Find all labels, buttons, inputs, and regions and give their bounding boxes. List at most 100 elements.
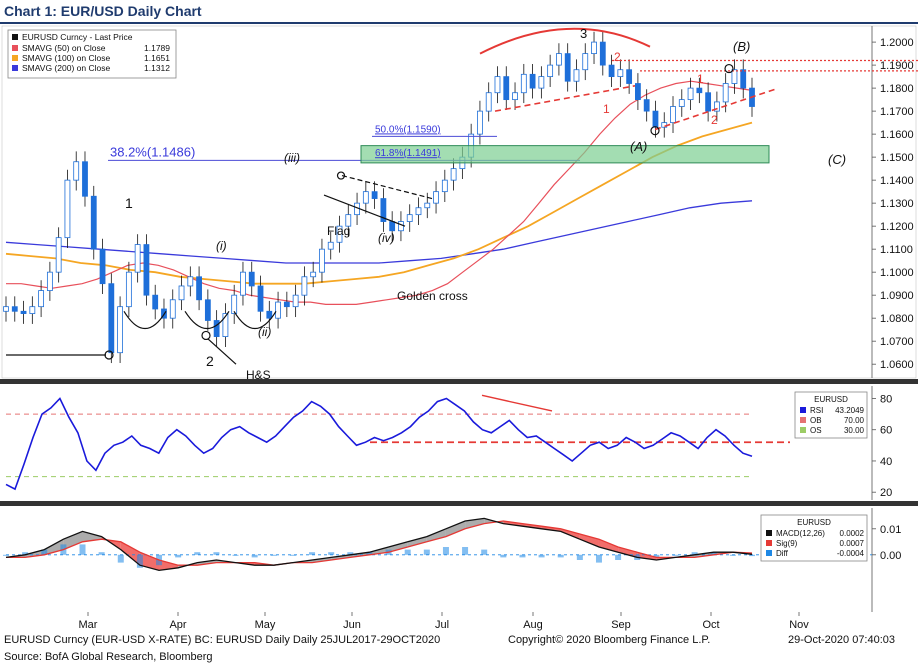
candle-body <box>617 69 624 78</box>
macd-legend-value: -0.0004 <box>837 549 865 558</box>
macd-legend-title: EURUSD <box>797 518 831 527</box>
rsi-legend-swatch <box>800 417 806 423</box>
macd-fill <box>579 534 599 547</box>
candle-body <box>152 294 159 310</box>
x-tick-label: Aug <box>523 619 543 631</box>
rsi-line <box>5 397 753 491</box>
macd-legend-swatch <box>766 540 772 546</box>
macd-histogram-bar <box>404 549 411 555</box>
candle-body <box>494 76 501 94</box>
x-tick-label: Nov <box>789 619 809 631</box>
macd-histogram-bar <box>653 554 660 558</box>
candle-body <box>240 271 246 296</box>
a-marker <box>650 126 660 136</box>
macd-fill <box>598 539 619 553</box>
candle-body <box>20 310 27 314</box>
candle-body <box>512 92 518 101</box>
rsi-legend-swatch <box>800 407 806 413</box>
macd-histogram-bar <box>79 544 86 555</box>
macd-histogram-bar <box>423 549 430 555</box>
price-annotation: 2 <box>711 113 718 127</box>
macd-legend-value: 0.0007 <box>840 539 865 548</box>
footer-copyright: Copyright© 2020 Bloomberg Finance L.P. <box>508 634 711 646</box>
price-legend-label: SMAVG (50) on Close <box>22 43 106 53</box>
candle-body <box>433 191 439 204</box>
price-legend-swatch <box>12 45 18 51</box>
candle-body <box>547 64 554 78</box>
candle-body <box>441 179 448 193</box>
macd-fill <box>426 528 446 542</box>
candle-body <box>301 276 308 296</box>
candle-body <box>275 301 281 319</box>
candle-body <box>310 271 317 278</box>
price-legend-value: 1.1312 <box>144 63 170 73</box>
rsi-legend-label: OB <box>810 416 822 425</box>
candle-body <box>529 73 536 89</box>
rsi-legend-label: OS <box>810 426 822 435</box>
price-legend-box <box>7 29 177 79</box>
ma100-line <box>5 121 753 285</box>
candle-body <box>204 299 211 321</box>
candle-body <box>257 285 264 312</box>
support-zone <box>360 145 770 164</box>
top-arc <box>479 27 651 55</box>
rsi-legend-value: 70.00 <box>844 416 865 425</box>
ma200-line <box>5 200 753 264</box>
macd-histogram-bar <box>289 554 296 556</box>
x-tick-label: Apr <box>169 619 186 631</box>
macd-signal-line <box>6 520 753 566</box>
candle-body <box>371 191 378 199</box>
macd-tick-label: 0.00 <box>880 550 901 562</box>
candle-body <box>29 306 36 314</box>
macd-histogram-bar <box>22 552 29 555</box>
fib-38-label: 38.2%(1.1486) <box>110 144 195 159</box>
candle-body <box>705 92 712 112</box>
candle-body <box>319 248 325 273</box>
macd-legend-label: Sig(9) <box>776 539 798 548</box>
macd-histogram-bar <box>213 552 220 555</box>
candle-body <box>99 248 106 285</box>
candle-body <box>556 53 562 66</box>
price-annotation: 1 <box>697 72 704 86</box>
macd-histogram-bar <box>615 554 622 560</box>
price-legend-swatch <box>12 65 18 71</box>
macd-histogram-bar <box>691 552 698 555</box>
candle-body <box>90 195 97 250</box>
price-annotation: Golden cross <box>397 289 468 303</box>
candle-body <box>222 313 229 337</box>
price-legend-value: 1.1651 <box>144 53 170 63</box>
hs-head-marker <box>201 330 211 341</box>
candle-body <box>696 87 703 94</box>
rsi-tick-label: 80 <box>880 393 892 405</box>
macd-fill <box>388 541 408 553</box>
macd-histogram-bar <box>98 552 105 555</box>
rsi-legend-swatch <box>800 427 806 433</box>
price-annotation: (B) <box>733 39 750 54</box>
macd-legend-swatch <box>766 550 772 556</box>
candle-body <box>292 294 299 308</box>
macd-legend-box <box>760 514 868 562</box>
x-tick-label: Sep <box>611 619 631 631</box>
macd-fill <box>44 539 64 555</box>
candle-body <box>477 110 483 135</box>
candle-body <box>731 69 738 84</box>
macd-fill <box>63 531 83 550</box>
price-annotation: 2 <box>614 50 621 64</box>
candle-body <box>55 237 62 273</box>
macd-legend-swatch <box>766 530 772 536</box>
rsi-legend-label: RSI <box>810 406 823 415</box>
fib-618-label: 61.8%(1.1491) <box>375 148 441 159</box>
rsi-tick-label: 40 <box>880 456 892 468</box>
price-annotation: (C) <box>828 152 846 167</box>
hs-arc <box>184 310 230 329</box>
price-annotation: Flag <box>327 224 350 238</box>
candle-body <box>389 221 396 232</box>
candle-body <box>362 191 369 204</box>
candle-body <box>46 271 53 291</box>
price-legend-label: SMAVG (100) on Close <box>22 53 110 63</box>
rsi-tick-label: 20 <box>880 487 892 499</box>
candle-body <box>398 221 404 232</box>
macd-fill <box>120 541 140 566</box>
x-year-label: 2020 <box>430 631 454 632</box>
candle-body <box>450 168 457 181</box>
